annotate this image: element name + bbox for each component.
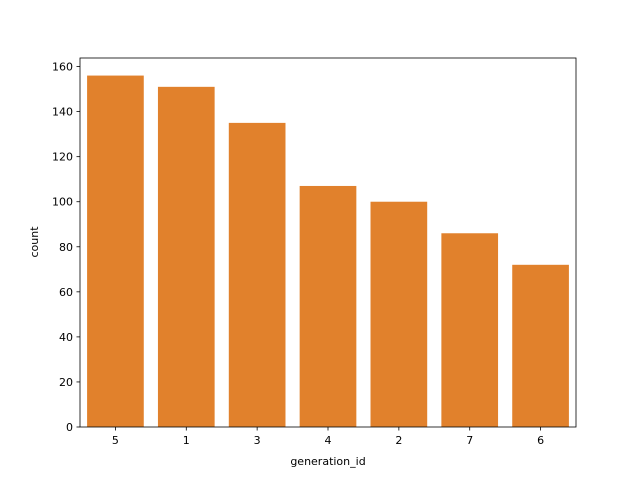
x-tick-label: 2 — [395, 434, 402, 447]
bar-3 — [228, 122, 286, 427]
y-axis: 0 20 40 60 80 100 120 140 160 — [52, 61, 80, 434]
x-tick-label: 3 — [254, 434, 261, 447]
x-tick-label: 1 — [183, 434, 190, 447]
y-tick-label: 140 — [52, 106, 73, 119]
x-axis: 5 1 3 4 2 7 6 — [112, 427, 544, 447]
x-tick-label: 5 — [112, 434, 119, 447]
bar-4 — [299, 185, 357, 427]
bar-5 — [87, 75, 144, 428]
bar-2 — [370, 201, 428, 427]
bars — [87, 75, 569, 428]
bar-6 — [512, 264, 569, 427]
y-tick-label: 100 — [52, 196, 73, 209]
x-axis-label: generation_id — [290, 455, 365, 468]
x-tick-label: 6 — [537, 434, 544, 447]
bar-7 — [441, 233, 499, 427]
y-tick-label: 80 — [59, 241, 73, 254]
y-tick-label: 0 — [66, 421, 73, 434]
y-tick-label: 120 — [52, 151, 73, 164]
x-tick-label: 4 — [325, 434, 332, 447]
y-axis-label: count — [28, 226, 41, 258]
y-tick-label: 160 — [52, 61, 73, 74]
y-tick-label: 40 — [59, 331, 73, 344]
bar-1 — [157, 86, 215, 427]
x-tick-label: 7 — [466, 434, 473, 447]
y-tick-label: 60 — [59, 286, 73, 299]
y-tick-label: 20 — [59, 376, 73, 389]
